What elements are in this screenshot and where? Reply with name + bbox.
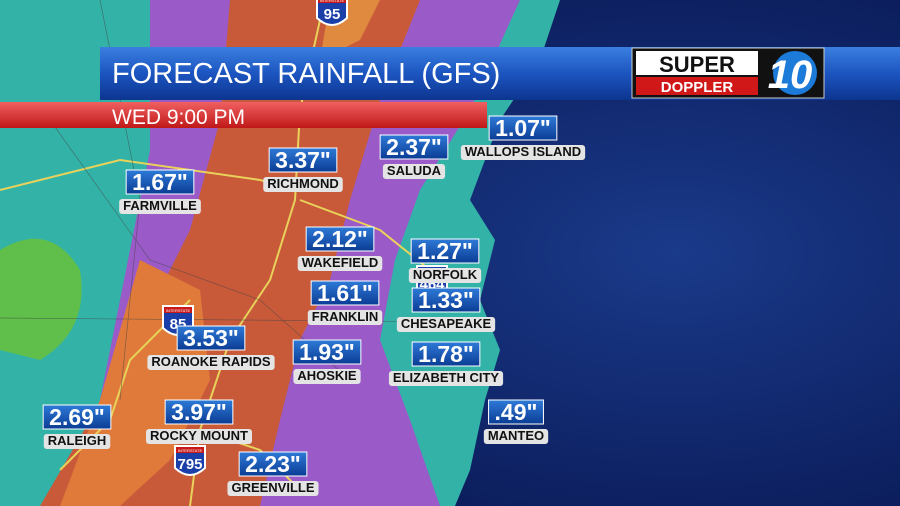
city: 3.37" RICHMOND — [263, 147, 343, 192]
amount-box — [379, 134, 449, 160]
city-name: FARMVILLE — [123, 198, 197, 213]
city-name: ROCKY MOUNT — [150, 428, 248, 443]
city-name-box — [297, 256, 383, 271]
city: 2.37" SALUDA — [379, 134, 449, 179]
city-name-box — [388, 371, 504, 386]
amount-label: 1.27" — [417, 238, 473, 264]
city-name: WALLOPS ISLAND — [465, 144, 581, 159]
header-title: FORECAST RAINFALL (GFS) — [112, 58, 500, 90]
city-name-box — [146, 429, 252, 444]
amount-label: 3.37" — [275, 147, 331, 173]
amount-label: 1.61" — [317, 280, 373, 306]
amount-label: 2.37" — [386, 134, 442, 160]
amount-box — [305, 226, 375, 252]
shield-label: INTERSTATE — [166, 308, 191, 313]
city-name-box — [119, 199, 201, 214]
city: 1.67" FARMVILLE — [119, 169, 201, 214]
amount-label: 1.93" — [299, 339, 355, 365]
amount-label: 3.53" — [183, 325, 239, 351]
amount-label: 2.23" — [245, 451, 301, 477]
shield-top — [318, 0, 346, 3]
logo-line2: DOPPLER — [661, 79, 734, 96]
city-name: RALEIGH — [48, 433, 107, 448]
city-name-box — [227, 481, 319, 496]
logo-line1: SUPER — [659, 52, 735, 77]
shield-top — [164, 307, 192, 313]
shield-number: 795 — [177, 456, 202, 473]
city: 1.33" CHESAPEAKE — [396, 287, 496, 332]
amount-label: 1.78" — [418, 341, 474, 367]
city: 1.27" NORFOLK — [408, 238, 482, 283]
city-name-box — [293, 369, 361, 384]
city-name-box — [43, 434, 111, 449]
city-name: SALUDA — [387, 163, 442, 178]
city-name-box — [483, 429, 549, 444]
amount-box — [292, 339, 362, 365]
shield-number: 95 — [324, 6, 341, 23]
shield-label: INTERSTATE — [320, 0, 345, 3]
amount-label: 2.69" — [49, 404, 105, 430]
city-name-box — [147, 355, 275, 370]
city: 2.69" RALEIGH — [42, 404, 112, 449]
amount-box — [176, 325, 246, 351]
city-name: ROANOKE RAPIDS — [151, 354, 271, 369]
city-name-box — [307, 310, 383, 325]
city-name-box — [408, 268, 482, 283]
city: 1.07" WALLOPS ISLAND — [460, 115, 586, 160]
shield-top — [176, 447, 204, 453]
time-bar — [0, 102, 487, 128]
city: .49" MANTEO — [483, 399, 549, 444]
city-name: GREENVILLE — [231, 480, 314, 495]
city-name: MANTEO — [488, 428, 544, 443]
city: 1.78" ELIZABETH CITY — [388, 341, 504, 386]
header-time: WED 9:00 PM — [112, 106, 245, 129]
city-name: NORFOLK — [413, 267, 478, 282]
amount-box — [125, 169, 195, 195]
city: 1.93" AHOSKIE — [292, 339, 362, 384]
city: 3.97" ROCKY MOUNT — [146, 399, 252, 444]
logo-number: 10 — [768, 53, 813, 97]
amount-label: 3.97" — [171, 399, 227, 425]
amount-box — [411, 341, 481, 367]
city: 3.53" ROANOKE RAPIDS — [147, 325, 275, 370]
shield — [174, 445, 206, 476]
shield — [316, 0, 348, 26]
amount-box — [238, 451, 308, 477]
amount-box — [488, 399, 544, 425]
city: 2.23" GREENVILLE — [227, 451, 319, 496]
city: 2.12" WAKEFIELD — [297, 226, 383, 271]
city-name: CHESAPEAKE — [401, 316, 492, 331]
city: 1.61" FRANKLIN — [307, 280, 383, 325]
city-name: ELIZABETH CITY — [393, 370, 499, 385]
amount-label: 1.07" — [495, 115, 551, 141]
amount-label: 2.12" — [312, 226, 368, 252]
amount-label: .49" — [495, 399, 538, 425]
amount-box — [268, 147, 338, 173]
shield-label: INTERSTATE — [178, 448, 203, 453]
amount-box — [411, 287, 481, 313]
city-name: FRANKLIN — [312, 309, 378, 324]
amount-label: 1.33" — [418, 287, 474, 313]
city-name-box — [382, 164, 446, 179]
city-name-box — [396, 317, 496, 332]
amount-label: 1.67" — [132, 169, 188, 195]
amount-box — [42, 404, 112, 430]
city-name-box — [460, 145, 586, 160]
city-name: AHOSKIE — [297, 368, 357, 383]
rain-green — [0, 238, 82, 360]
city-name: WAKEFIELD — [302, 255, 379, 270]
amount-box — [410, 238, 480, 264]
amount-box — [488, 115, 558, 141]
amount-box — [310, 280, 380, 306]
city-name: RICHMOND — [267, 176, 339, 191]
city-name-box — [263, 177, 343, 192]
logo: SUPER DOPPLER 10 — [631, 47, 825, 99]
amount-box — [164, 399, 234, 425]
